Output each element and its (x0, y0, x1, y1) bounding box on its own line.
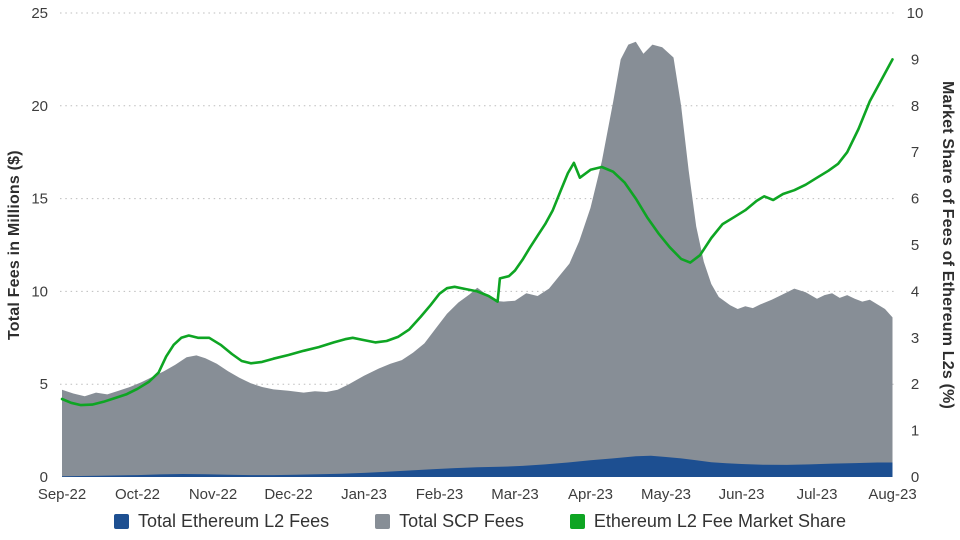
legend-label-total-scp-fees: Total SCP Fees (399, 511, 524, 531)
legend-item-total-scp-fees: Total SCP Fees (375, 511, 524, 532)
right-axis-title: Market Share of Fees of Ethereum L2s (%) (939, 80, 956, 410)
legend: Total Ethereum L2 Fees Total SCP Fees Et… (0, 511, 960, 532)
left-axis-title: Total Fees in Millions ($) (6, 150, 23, 340)
x-axis-tick-label: Feb-23 (416, 486, 464, 503)
legend-swatch-total-scp-fees (375, 514, 391, 529)
right-axis-tick-label: 5 (911, 237, 919, 254)
x-axis-tick-label: Jun-23 (719, 486, 765, 503)
x-axis-tick-label: Sep-22 (38, 486, 86, 503)
right-axis-tick-label: 0 (911, 469, 919, 486)
right-axis-tick-label: 4 (911, 283, 919, 300)
x-axis-tick-label: Apr-23 (568, 486, 613, 503)
left-axis-tick-label: 20 (31, 98, 48, 115)
left-axis-tick-label: 5 (40, 376, 48, 393)
total-scp-fees-area (62, 41, 893, 478)
right-axis-tick-label: 1 (911, 423, 919, 440)
right-axis-tick-label: 10 (907, 5, 924, 22)
x-axis-tick-label: Oct-22 (115, 486, 160, 503)
legend-swatch-total-ethereum-l2-fees (114, 514, 130, 529)
x-axis-tick-label: Mar-23 (491, 486, 539, 503)
right-axis-tick-label: 7 (911, 144, 919, 161)
legend-label-ethereum-l2-fee-market-share: Ethereum L2 Fee Market Share (593, 511, 846, 531)
x-axis-tick-label: Aug-23 (868, 486, 916, 503)
x-axis-tick-label: May-23 (641, 486, 691, 503)
legend-item-total-ethereum-l2-fees: Total Ethereum L2 Fees (114, 511, 329, 532)
x-axis-tick-label: Nov-22 (189, 486, 237, 503)
left-axis-tick-label: 10 (31, 283, 48, 300)
ethereum-l2-fee-market-share-line (60, 58, 894, 407)
right-axis-tick-label: 6 (911, 191, 919, 208)
right-axis-tick-label: 9 (911, 51, 919, 68)
legend-swatch-ethereum-l2-fee-market-share (569, 514, 585, 529)
x-axis-tick-label: Dec-22 (264, 486, 312, 503)
left-axis-tick-label: 15 (31, 191, 48, 208)
left-axis-tick-label: 25 (31, 5, 48, 22)
right-axis-tick-label: 8 (911, 98, 919, 115)
legend-label-total-ethereum-l2-fees: Total Ethereum L2 Fees (138, 511, 330, 531)
total-ethereum-l2-fees-area (62, 455, 893, 477)
x-axis-tick-label: Jul-23 (797, 486, 838, 503)
left-axis-tick-label: 0 (40, 469, 48, 486)
right-axis-tick-label: 3 (911, 330, 919, 347)
legend-item-ethereum-l2-fee-market-share: Ethereum L2 Fee Market Share (569, 511, 846, 532)
right-axis-tick-label: 2 (911, 376, 919, 393)
x-axis-tick-label: Jan-23 (341, 486, 387, 503)
